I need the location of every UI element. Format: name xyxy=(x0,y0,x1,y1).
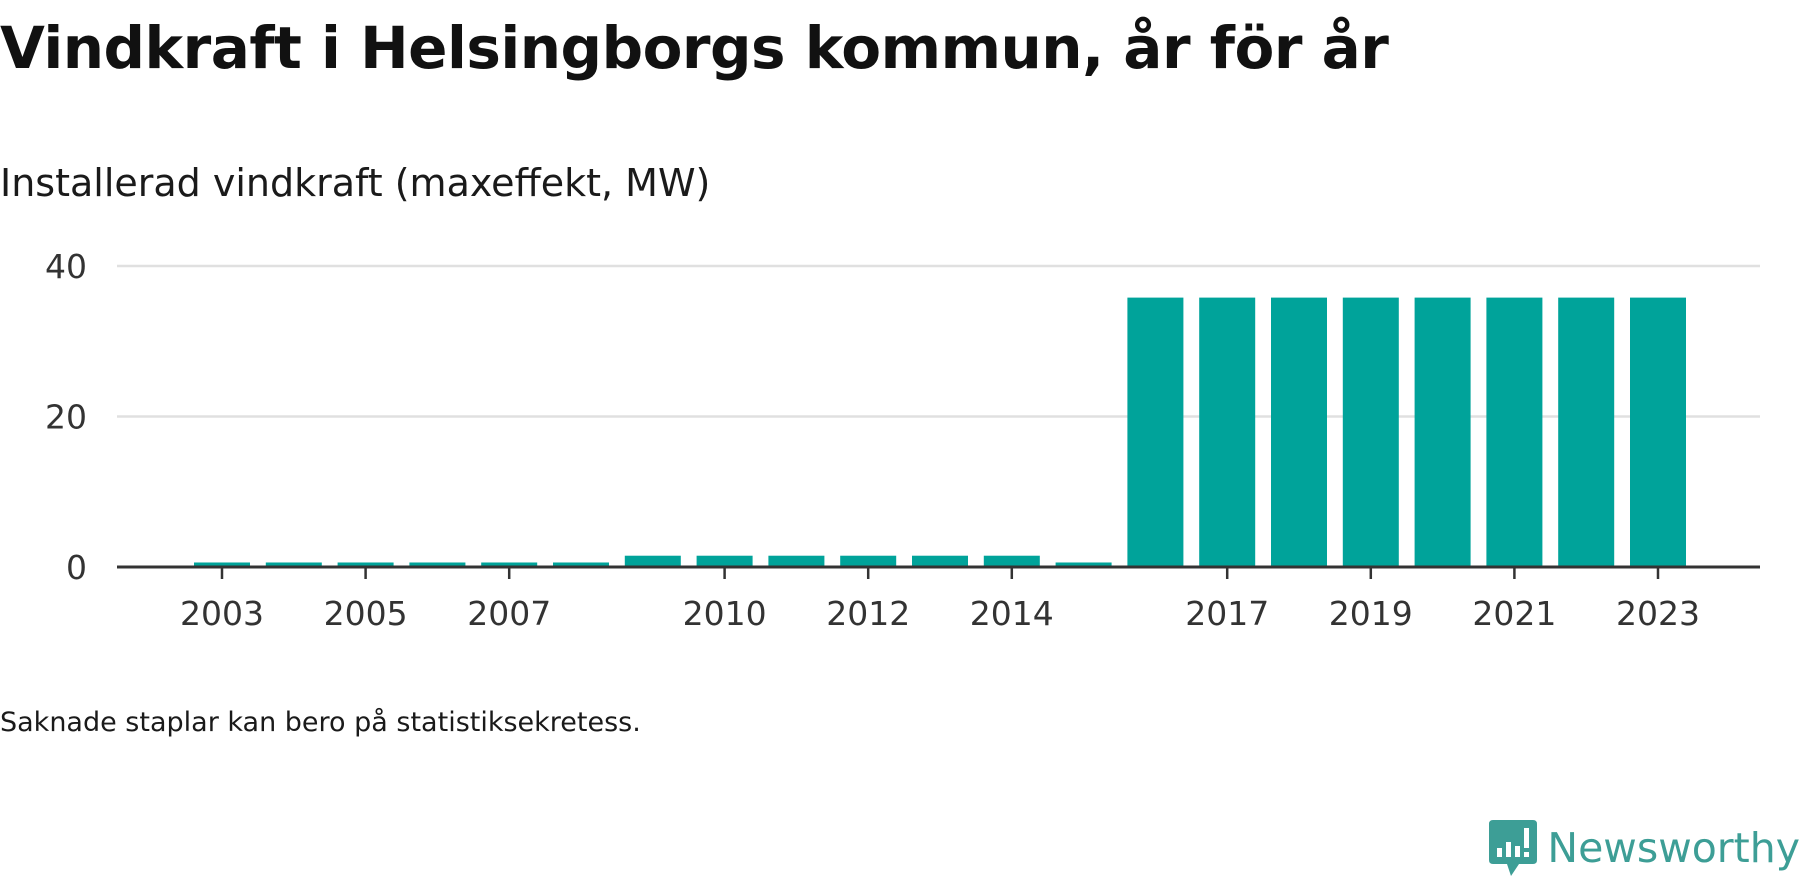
x-tick-label: 2021 xyxy=(1472,594,1556,633)
chart-subtitle: Installerad vindkraft (maxeffekt, MW) xyxy=(0,161,711,205)
bar xyxy=(912,555,968,567)
x-axis xyxy=(117,565,1760,579)
bar xyxy=(1055,562,1112,567)
y-tick-label: 40 xyxy=(45,247,87,286)
bar xyxy=(337,562,394,567)
x-tick-label: 2005 xyxy=(324,594,408,633)
x-tick-label: 2019 xyxy=(1329,594,1413,633)
y-tick-label: 20 xyxy=(45,398,87,437)
bar xyxy=(840,555,897,567)
x-axis-labels: 2003 2005 2007 2010 2012 2014 2017 2019 2021 2023 xyxy=(180,594,1700,633)
x-tick-label: 2010 xyxy=(683,594,767,633)
gridlines xyxy=(117,264,1760,418)
bar xyxy=(1199,297,1256,567)
y-axis-labels: 0 20 40 xyxy=(45,247,87,587)
chart-title: Vindkraft i Helsingborgs kommun, år för … xyxy=(0,14,1389,82)
x-tick-label: 2023 xyxy=(1616,594,1700,633)
bar xyxy=(481,562,538,567)
bar xyxy=(1342,297,1399,567)
bar xyxy=(1558,297,1615,567)
newsworthy-logo-icon xyxy=(1489,820,1538,876)
x-tick-label: 2014 xyxy=(970,594,1054,633)
bar xyxy=(1414,297,1471,567)
brand-name: Newsworthy xyxy=(1547,824,1800,872)
x-tick-label: 2017 xyxy=(1185,594,1269,633)
bar xyxy=(696,555,753,567)
bar xyxy=(553,562,609,567)
brand-logo: Newsworthy xyxy=(1487,816,1800,880)
x-tick-label: 2007 xyxy=(467,594,551,633)
x-tick-label: 2012 xyxy=(826,594,910,633)
bar xyxy=(983,555,1040,567)
bar xyxy=(265,562,322,567)
bar xyxy=(409,562,466,567)
bar xyxy=(1271,297,1327,567)
y-tick-label: 0 xyxy=(66,548,87,587)
bar xyxy=(194,562,250,567)
bar xyxy=(1630,297,1686,567)
bars xyxy=(194,297,1686,567)
footnote: Saknade staplar kan bero på statistiksek… xyxy=(0,707,641,738)
x-tick-label: 2003 xyxy=(180,594,264,633)
bar xyxy=(768,555,825,567)
bar xyxy=(1127,297,1184,567)
bar xyxy=(624,555,681,567)
bar xyxy=(1486,297,1543,567)
